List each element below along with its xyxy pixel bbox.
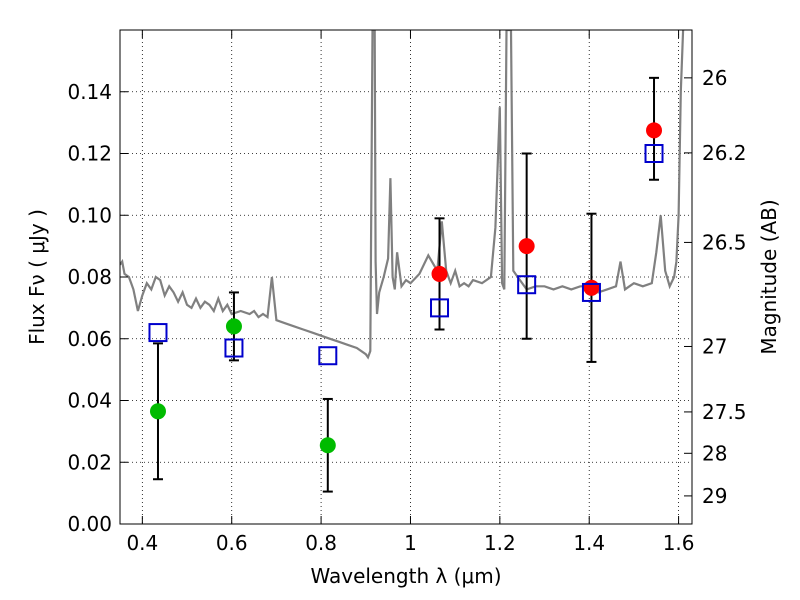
y2-tick-label: 27 bbox=[702, 334, 727, 358]
grid bbox=[120, 30, 692, 524]
data-point bbox=[149, 403, 166, 420]
y-tick-label: 0.10 bbox=[67, 203, 112, 227]
data-point bbox=[225, 318, 242, 335]
y2-tick-label: 28 bbox=[702, 441, 727, 465]
y-tick-label: 0.12 bbox=[67, 142, 112, 166]
data-point bbox=[518, 238, 535, 255]
model-square bbox=[581, 282, 601, 302]
y-tick-label: 0.14 bbox=[67, 80, 112, 104]
y2-tick-label: 29 bbox=[702, 484, 727, 508]
y-tick-label: 0.04 bbox=[67, 389, 112, 413]
y2-axis-title: Magnitude (AB) bbox=[757, 199, 781, 354]
x-tick-label: 0.6 bbox=[216, 531, 248, 555]
y-axis-title: Flux Fν ( μJy ) bbox=[25, 209, 49, 345]
spectrum-line bbox=[120, 30, 685, 360]
x-tick-label: 1 bbox=[404, 531, 417, 555]
y2-tick-label: 26.5 bbox=[702, 230, 747, 254]
x-tick-label: 0.8 bbox=[305, 531, 337, 555]
model-square bbox=[430, 298, 450, 318]
x-tick-label: 0.4 bbox=[126, 531, 158, 555]
model-square bbox=[148, 323, 168, 343]
y-tick-label: 0.02 bbox=[67, 450, 112, 474]
model-square bbox=[644, 144, 664, 163]
ticks bbox=[120, 30, 692, 525]
y2-tick-label: 27.5 bbox=[702, 400, 747, 424]
x-tick-label: 1.2 bbox=[484, 531, 516, 555]
spectrum-series bbox=[120, 30, 685, 360]
model-square bbox=[318, 346, 338, 366]
model-square bbox=[224, 338, 244, 358]
y-tick-label: 0.06 bbox=[67, 327, 112, 351]
y2-tick-label: 26.2 bbox=[702, 141, 747, 165]
plot-frame bbox=[119, 29, 693, 525]
data-markers bbox=[148, 122, 664, 454]
y-tick-label: 0.00 bbox=[67, 512, 112, 536]
data-point bbox=[431, 265, 448, 282]
y2-tick-label: 26 bbox=[702, 66, 727, 90]
x-axis-title: Wavelength λ (μm) bbox=[310, 564, 501, 588]
tick-labels: 0.4 0.6 0.8 1 1.2 1.4 1.6 0.00 0.02 0.04 0.06 0.08 0… bbox=[67, 66, 746, 555]
x-tick-label: 1.6 bbox=[663, 531, 695, 555]
y-tick-label: 0.08 bbox=[67, 265, 112, 289]
data-point bbox=[583, 279, 600, 296]
x-tick-label: 1.4 bbox=[573, 531, 605, 555]
data-point bbox=[646, 122, 663, 139]
data-point bbox=[319, 437, 336, 454]
model-square bbox=[517, 275, 537, 295]
